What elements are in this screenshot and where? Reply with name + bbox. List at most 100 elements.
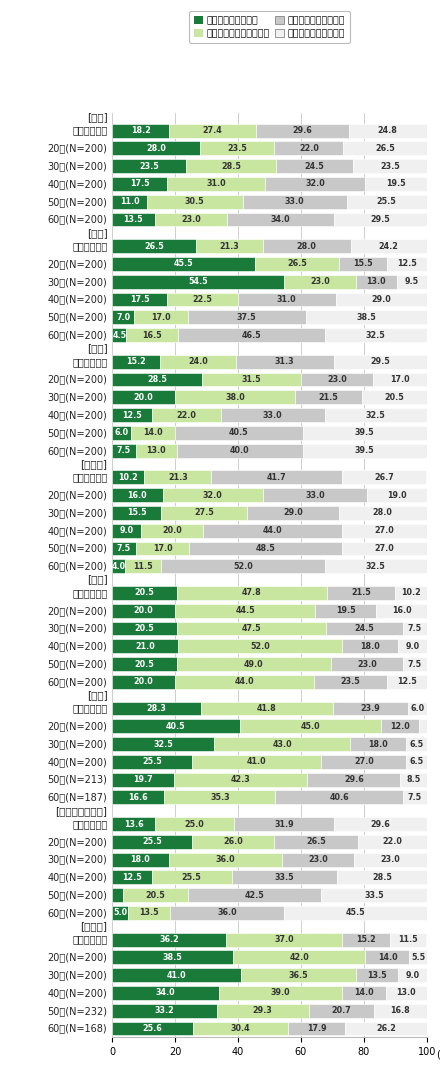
Bar	[339, 257, 388, 271]
Bar	[167, 177, 265, 191]
Text: 20.5: 20.5	[135, 588, 154, 598]
Text: 32.5: 32.5	[366, 331, 385, 340]
Text: 16.0: 16.0	[392, 606, 411, 615]
Text: 50代(N=200): 50代(N=200)	[48, 890, 107, 900]
Bar	[342, 524, 427, 538]
Text: 全体加重平均: 全体加重平均	[72, 241, 107, 252]
Text: 44.5: 44.5	[235, 606, 255, 615]
Text: 19.5: 19.5	[336, 606, 356, 615]
Bar	[175, 604, 315, 618]
Text: 33.5: 33.5	[364, 891, 384, 900]
Text: 30代(N=200): 30代(N=200)	[48, 855, 107, 864]
Bar	[134, 311, 188, 325]
Text: 9.0: 9.0	[406, 642, 420, 650]
Text: 16.8: 16.8	[390, 1006, 410, 1015]
Text: 30代(N=200): 30代(N=200)	[48, 507, 107, 518]
Text: 6.0: 6.0	[410, 704, 425, 713]
Bar	[112, 773, 174, 787]
Bar	[362, 390, 427, 404]
Text: [韓国]: [韓国]	[87, 574, 107, 585]
Text: 全体加重平均: 全体加重平均	[72, 703, 107, 714]
Text: 31.0: 31.0	[206, 180, 226, 188]
Text: 7.5: 7.5	[408, 793, 422, 802]
Text: 21.0: 21.0	[136, 642, 155, 650]
Text: 7.0: 7.0	[116, 313, 130, 321]
Bar	[112, 506, 161, 520]
Text: 15.2: 15.2	[126, 357, 146, 367]
Bar	[112, 933, 226, 946]
Text: 41.0: 41.0	[247, 757, 267, 766]
Text: 29.6: 29.6	[292, 126, 312, 135]
Text: 20.5: 20.5	[146, 891, 165, 900]
Bar	[112, 640, 178, 654]
Text: 60代(N=168): 60代(N=168)	[48, 1023, 107, 1033]
Text: 20代(N=200): 20代(N=200)	[48, 952, 107, 962]
Text: 42.3: 42.3	[231, 775, 251, 784]
Text: 26.7: 26.7	[374, 473, 394, 482]
Text: 20.0: 20.0	[162, 526, 182, 535]
Bar	[366, 177, 427, 191]
Bar	[331, 657, 403, 671]
Bar	[112, 195, 147, 209]
Text: [中国]: [中国]	[87, 690, 107, 700]
Text: 29.6: 29.6	[370, 819, 390, 829]
Text: 40.6: 40.6	[330, 793, 349, 802]
Bar	[112, 542, 136, 556]
Text: 9.0: 9.0	[406, 971, 420, 979]
Text: 30.5: 30.5	[185, 198, 205, 206]
Text: 21.5: 21.5	[319, 392, 338, 402]
Text: 25.6: 25.6	[143, 1024, 162, 1033]
Bar	[256, 124, 349, 138]
Bar	[188, 888, 321, 902]
Text: 15.5: 15.5	[127, 508, 147, 517]
Text: 23.5: 23.5	[139, 161, 159, 171]
Text: 36.0: 36.0	[217, 908, 237, 917]
Text: 23.0: 23.0	[308, 855, 328, 864]
Text: 25.0: 25.0	[184, 819, 204, 829]
Bar	[136, 542, 189, 556]
Text: 50代(N=200): 50代(N=200)	[48, 659, 107, 669]
Text: 4.5: 4.5	[112, 331, 126, 340]
Bar	[175, 426, 303, 440]
Text: 33.5: 33.5	[275, 873, 294, 882]
Text: 41.8: 41.8	[257, 704, 277, 713]
Bar	[227, 213, 334, 227]
Text: 23.0: 23.0	[327, 375, 347, 384]
Text: 20代(N=200): 20代(N=200)	[48, 721, 107, 731]
Text: 25.5: 25.5	[143, 837, 162, 846]
Bar	[112, 257, 255, 271]
Text: 34.0: 34.0	[271, 215, 290, 224]
Bar	[177, 621, 326, 635]
Text: 50代(N=232): 50代(N=232)	[48, 1006, 107, 1016]
Bar	[284, 906, 427, 920]
Bar	[403, 657, 427, 671]
Text: 28.5: 28.5	[147, 375, 167, 384]
Text: 20.5: 20.5	[135, 660, 154, 669]
Text: 18.2: 18.2	[131, 126, 151, 135]
Text: 52.0: 52.0	[250, 642, 270, 650]
Bar	[400, 773, 427, 787]
Text: 40代(N=200): 40代(N=200)	[48, 411, 107, 420]
Text: 50代(N=200): 50代(N=200)	[48, 197, 107, 206]
Bar	[347, 195, 427, 209]
Bar	[403, 790, 427, 804]
Bar	[165, 790, 275, 804]
Bar	[112, 142, 200, 156]
Bar	[193, 1021, 288, 1035]
Text: 40代(N=200): 40代(N=200)	[48, 642, 107, 651]
Text: 22.5: 22.5	[193, 295, 213, 304]
Text: 25.5: 25.5	[182, 873, 202, 882]
Text: 40代(N=200): 40代(N=200)	[48, 757, 107, 766]
Text: 24.8: 24.8	[378, 126, 398, 135]
Bar	[344, 142, 427, 156]
Bar	[151, 408, 221, 422]
Text: 12.5: 12.5	[397, 677, 417, 686]
Bar	[342, 986, 386, 1000]
Text: 23.5: 23.5	[227, 144, 247, 153]
Text: 17.5: 17.5	[130, 180, 150, 188]
Bar	[325, 328, 427, 342]
Text: 50代(N=200): 50代(N=200)	[48, 313, 107, 322]
Bar	[309, 1004, 374, 1018]
Bar	[112, 621, 177, 635]
Bar	[334, 213, 427, 227]
